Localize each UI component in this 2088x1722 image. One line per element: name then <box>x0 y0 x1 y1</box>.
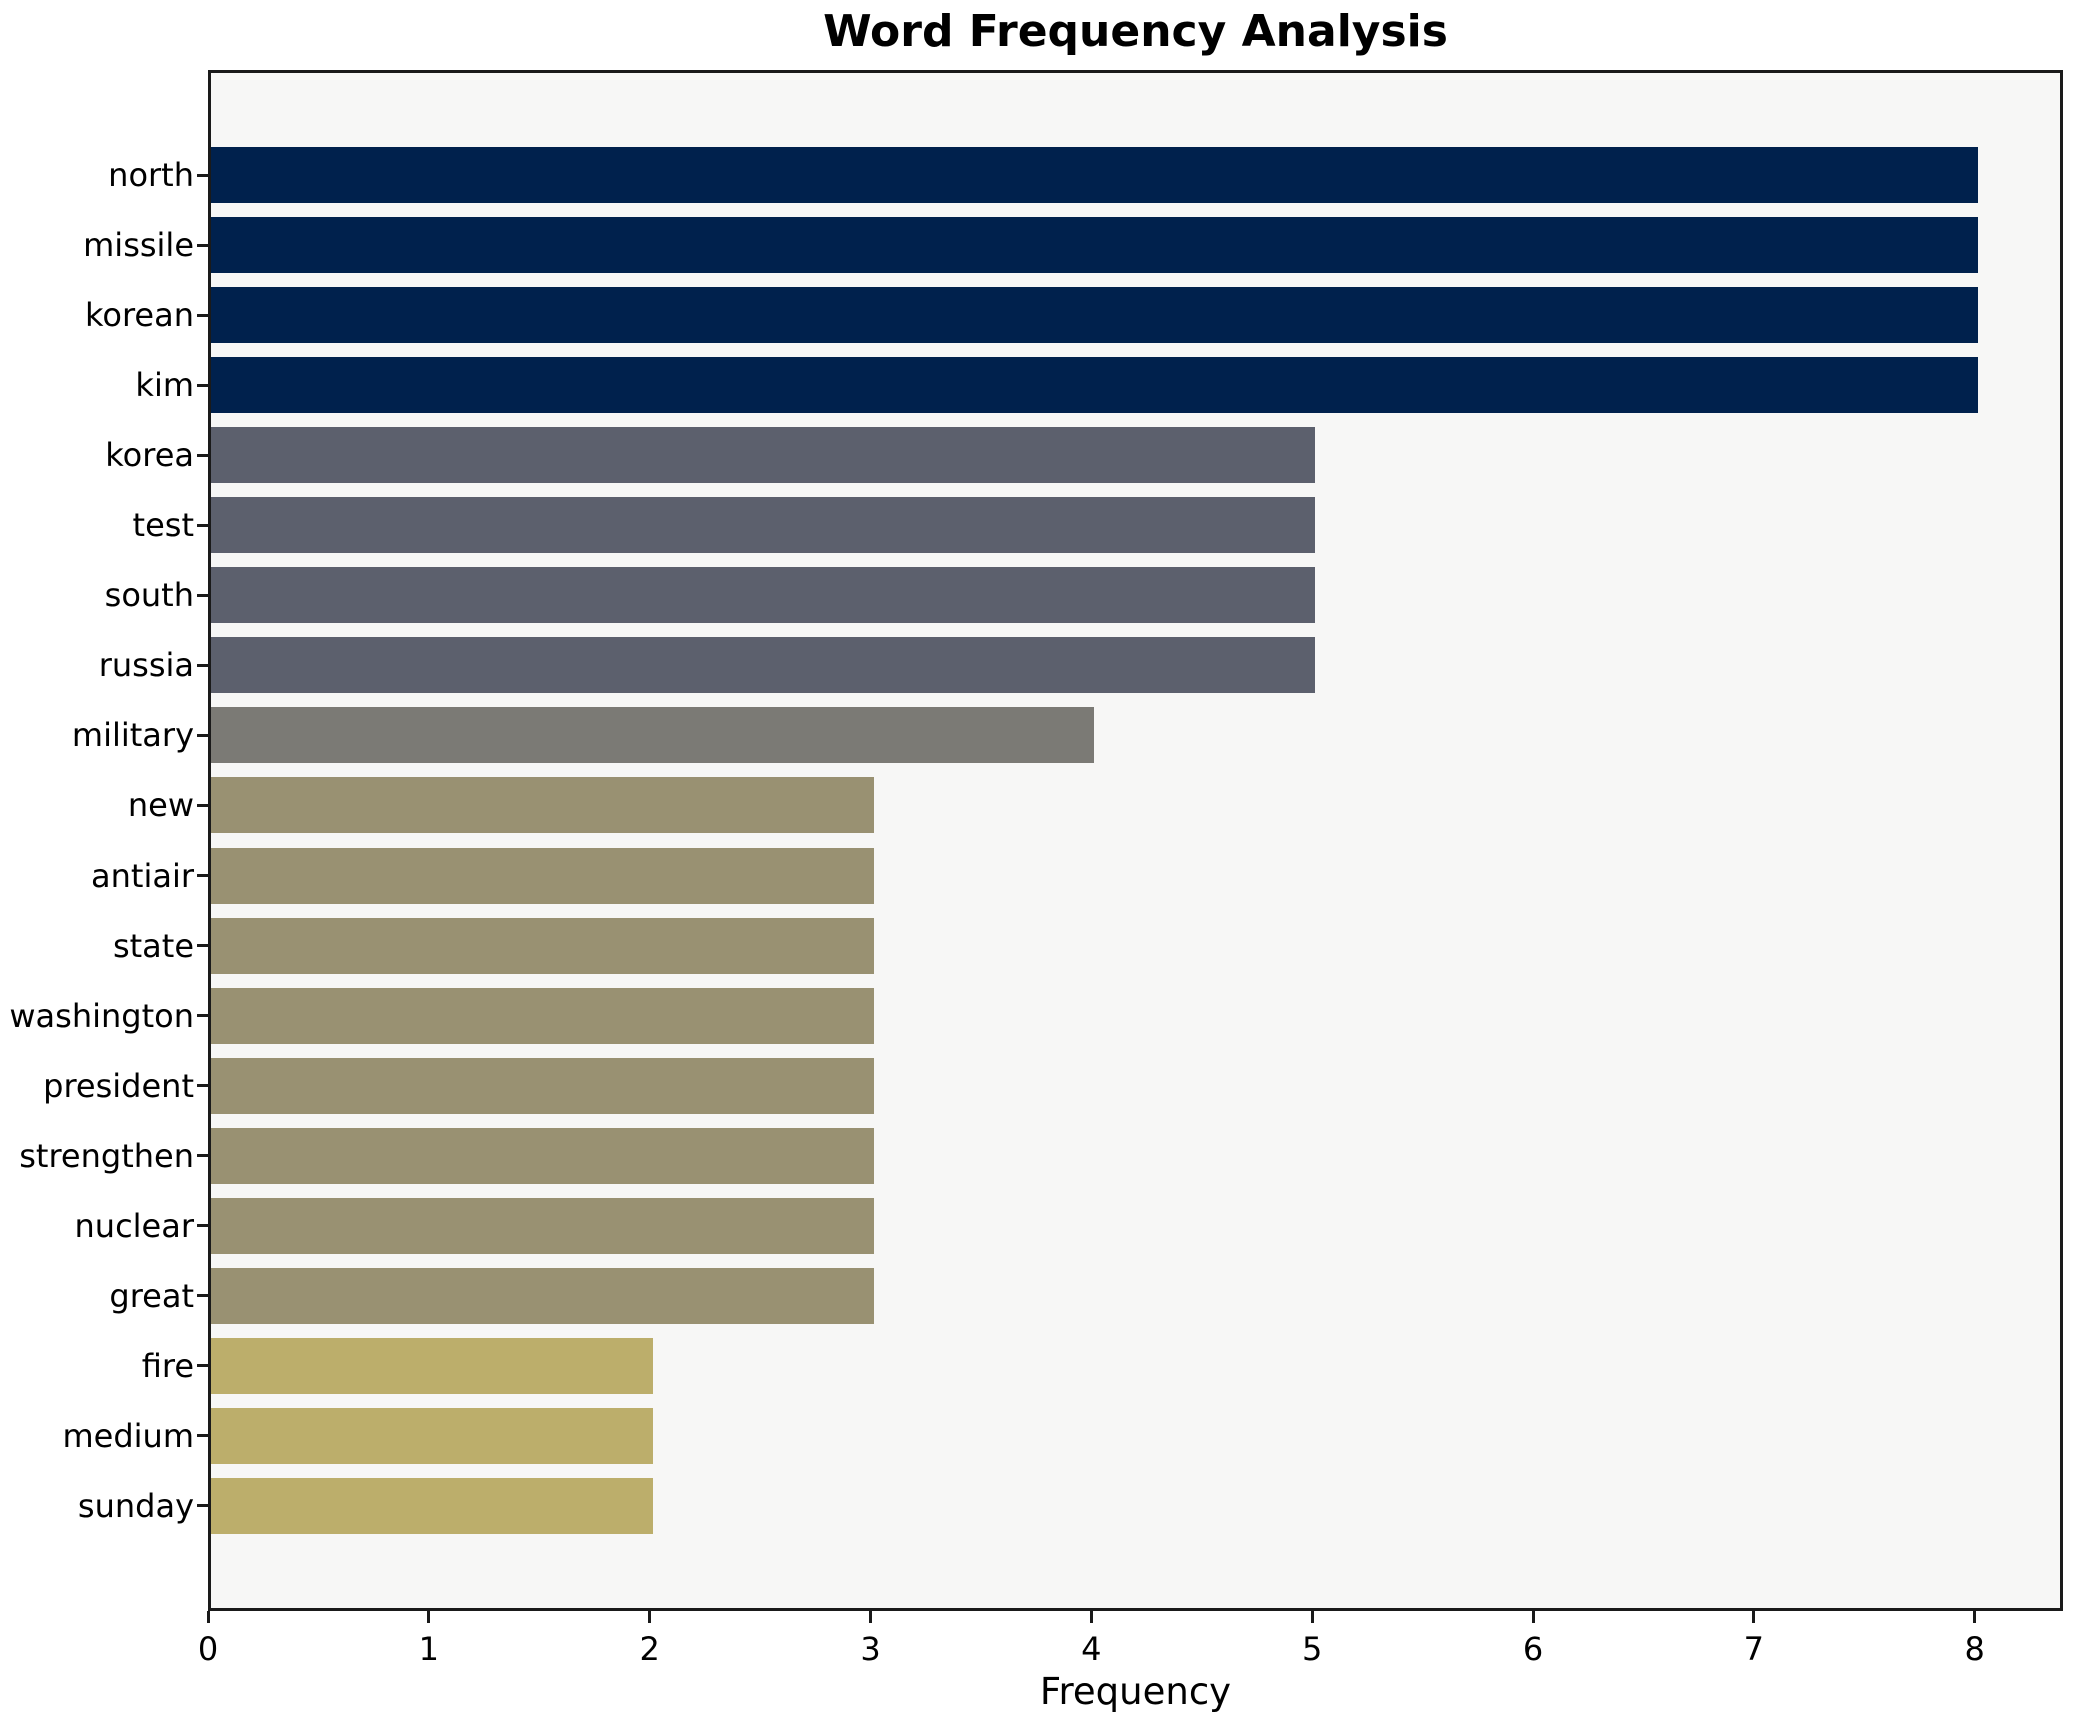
y-tick-mark <box>197 803 208 807</box>
y-tick-mark <box>197 663 208 667</box>
x-tick-label: 8 <box>1964 1630 1985 1668</box>
y-tick-label: russia <box>98 646 194 685</box>
y-tick-label: sunday <box>77 1486 194 1525</box>
x-tick-mark <box>1089 1611 1093 1623</box>
y-tick-mark <box>197 383 208 387</box>
y-tick-label: kim <box>135 366 194 405</box>
y-tick-mark <box>197 1434 208 1438</box>
y-tick-mark <box>197 243 208 247</box>
y-tick-mark <box>197 944 208 948</box>
x-tick-mark <box>1531 1611 1535 1623</box>
y-tick-label: nuclear <box>74 1206 195 1245</box>
bar-new <box>211 777 874 834</box>
bar-president <box>211 1057 874 1114</box>
x-tick-mark <box>206 1611 210 1623</box>
x-tick-mark <box>1752 1611 1756 1623</box>
y-tick-mark <box>197 1364 208 1368</box>
y-tick-mark <box>197 733 208 737</box>
y-tick-label: korea <box>105 436 194 475</box>
x-tick-label: 4 <box>1081 1630 1102 1668</box>
y-tick-label: president <box>43 1066 194 1105</box>
y-tick-mark <box>197 593 208 597</box>
bar-medium <box>211 1407 653 1464</box>
y-tick-label: missile <box>83 226 194 265</box>
y-tick-label: great <box>109 1276 194 1315</box>
bar-nuclear <box>211 1197 874 1254</box>
bar-fire <box>211 1337 653 1394</box>
x-axis-label: Frequency <box>1039 1670 1232 1713</box>
x-tick-label: 2 <box>639 1630 660 1668</box>
y-tick-mark <box>197 1084 208 1088</box>
y-tick-mark <box>197 1294 208 1298</box>
x-tick-mark <box>1973 1611 1977 1623</box>
x-tick-label: 0 <box>197 1630 219 1668</box>
bar-north <box>211 147 1978 204</box>
y-tick-label: test <box>132 506 194 545</box>
y-tick-label: new <box>127 786 194 825</box>
x-tick-mark <box>1310 1611 1314 1623</box>
bar-state <box>211 917 874 974</box>
y-tick-label: south <box>104 576 194 615</box>
bar-strengthen <box>211 1127 874 1184</box>
bar-antiair <box>211 847 874 904</box>
bar-sunday <box>211 1477 653 1534</box>
y-tick-label: military <box>71 716 194 755</box>
bar-washington <box>211 987 874 1044</box>
chart-title: Word Frequency Analysis <box>823 6 1448 57</box>
y-tick-mark <box>197 453 208 457</box>
y-tick-label: fire <box>141 1346 194 1385</box>
y-tick-mark <box>197 313 208 317</box>
y-tick-mark <box>197 1014 208 1018</box>
bar-military <box>211 707 1095 764</box>
bar-great <box>211 1267 874 1324</box>
plot-area <box>208 70 2063 1611</box>
bar-test <box>211 497 1316 554</box>
bar-korean <box>211 287 1978 344</box>
bar-russia <box>211 637 1316 694</box>
bar-kim <box>211 357 1978 414</box>
y-tick-label: state <box>112 926 194 965</box>
x-tick-mark <box>427 1611 431 1623</box>
y-tick-label: medium <box>62 1416 194 1455</box>
x-tick-label: 1 <box>418 1630 440 1668</box>
x-tick-label: 6 <box>1522 1630 1544 1668</box>
bar-missile <box>211 217 1978 274</box>
bar-korea <box>211 427 1316 484</box>
x-tick-label: 3 <box>860 1630 881 1668</box>
y-tick-label: washington <box>9 996 194 1035</box>
y-tick-label: strengthen <box>19 1136 194 1175</box>
x-tick-mark <box>869 1611 872 1623</box>
y-tick-label: korean <box>85 296 194 335</box>
y-tick-label: antiair <box>91 856 194 895</box>
x-tick-label: 5 <box>1301 1630 1323 1668</box>
bar-south <box>211 567 1316 624</box>
y-tick-mark <box>197 1154 208 1158</box>
y-tick-mark <box>197 1504 208 1508</box>
x-tick-mark <box>648 1611 652 1623</box>
y-tick-label: north <box>108 156 194 195</box>
x-tick-label: 7 <box>1743 1630 1765 1668</box>
y-tick-mark <box>197 1224 208 1228</box>
y-tick-mark <box>197 523 208 527</box>
y-tick-mark <box>197 874 208 878</box>
y-tick-mark <box>197 173 208 177</box>
